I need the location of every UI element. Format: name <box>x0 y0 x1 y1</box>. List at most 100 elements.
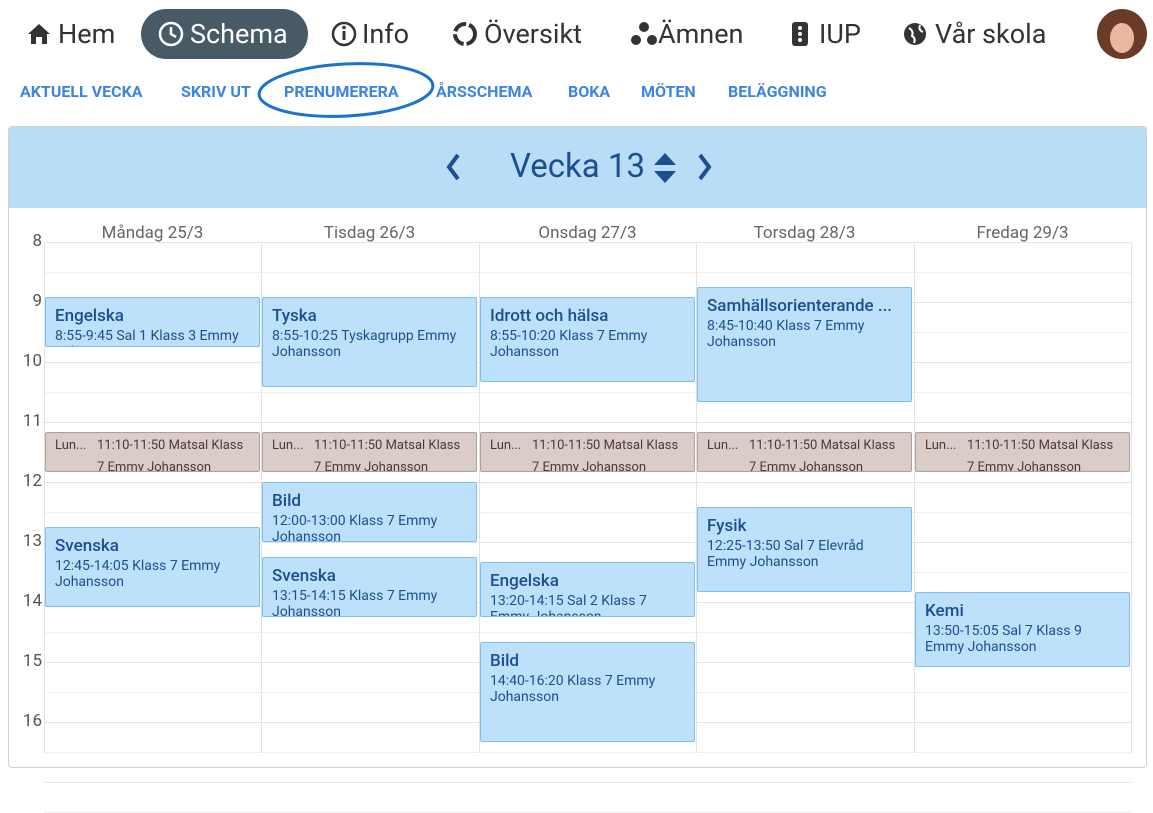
subnav-item[interactable]: AKTUELL VECKA <box>20 82 143 101</box>
subnav-item[interactable]: BOKA <box>568 82 611 101</box>
event-title: Tyska <box>272 306 317 326</box>
event-details: 11:10-11:50 Matsal Klass 7 Emmy Johansso… <box>314 435 467 471</box>
event-details: 8:45-10:40 Klass 7 Emmy Johansson <box>707 318 902 350</box>
week-controls <box>446 153 712 183</box>
column-line <box>44 243 45 753</box>
icons <box>28 9 1147 118</box>
hour-line <box>44 782 1131 783</box>
event-info: Sal 7 Klass 9 Emmy Johansson <box>925 623 1082 655</box>
hour-label: 16 <box>22 711 42 731</box>
event[interactable]: Engelska 8:55-9:45 Sal 1 Klass 3 Emmy Joh… <box>45 297 260 347</box>
column-line <box>696 243 697 753</box>
event-time: 12:00-13:00 <box>272 513 346 529</box>
event-time: 14:40-16:20 <box>490 673 564 689</box>
column-line <box>914 243 915 753</box>
event-title: Lun... <box>707 438 739 453</box>
event[interactable]: Engelska 13:20-14:15 Sal 2 Klass 7 Emmy J… <box>480 562 695 617</box>
subnav-item[interactable]: MÖTEN <box>641 82 696 101</box>
subnav-item[interactable]: BELÄGGNING <box>728 82 827 101</box>
nav-item[interactable]: IUP <box>819 18 861 50</box>
event[interactable]: Idrott och hälsa 8:55-10:20 Klass 7 Emmy … <box>480 297 695 382</box>
event-info: Klass 7 Emmy Johansson <box>55 558 221 590</box>
lunch-event[interactable]: Lun... 11:10-11:50 Matsal Klass 7 Emmy Jo… <box>697 432 912 472</box>
nav-item[interactable]: Vår skola <box>935 18 1047 50</box>
half-hour-line <box>44 752 1131 753</box>
event[interactable]: Svenska 13:15-14:15 Klass 7 Emmy Johansso… <box>262 557 477 617</box>
event[interactable]: Tyska 8:55-10:25 Tyskagrupp Emmy Johansso… <box>262 297 477 387</box>
column-line <box>1131 243 1132 753</box>
event-details: 13:50-15:05 Sal 7 Klass 9 Emmy Johansson <box>925 623 1120 655</box>
nav-item[interactable]: Hem <box>58 18 116 50</box>
event[interactable]: Bild 14:40-16:20 Klass 7 Emmy Johansson <box>480 642 695 742</box>
next-week[interactable] <box>698 153 712 181</box>
event-title: Engelska <box>490 571 559 591</box>
event-title: Bild <box>272 491 301 511</box>
hour-label: 9 <box>32 291 42 311</box>
event-info: Klass 7 Emmy Johansson <box>707 318 865 350</box>
event-details: 8:55-10:25 Tyskagrupp Emmy Johansson <box>272 328 467 360</box>
event-time: 11:10-11:50 <box>749 438 818 453</box>
hour-line <box>44 482 1131 483</box>
event[interactable]: Samhällsorienterande ... 8:45-10:40 Klass… <box>697 287 912 402</box>
event-title: Idrott och hälsa <box>490 306 609 326</box>
hour-line <box>44 422 1131 423</box>
event-time: 8:55-10:20 <box>490 328 556 344</box>
event-time: 12:45-14:05 <box>55 558 129 574</box>
event-time: 13:20-14:15 <box>490 593 564 609</box>
event-title: Samhällsorienterande ... <box>707 296 893 316</box>
nav-item[interactable]: Info <box>362 18 410 50</box>
event-details: 11:10-11:50 Matsal Klass 7 Emmy Johansso… <box>97 435 250 472</box>
lunch-event[interactable]: Lun... 11:10-11:50 Matsal Klass 7 Emmy Jo… <box>262 432 477 472</box>
event-title: Svenska <box>272 566 336 586</box>
event-time: 13:15-14:15 <box>272 588 346 604</box>
subnav-item[interactable]: SKRIV UT <box>181 82 251 101</box>
event-details: 13:20-14:15 Sal 2 Klass 7 Emmy Johansson <box>490 593 685 617</box>
event[interactable]: Svenska 12:45-14:05 Klass 7 Emmy Johansso… <box>45 527 260 607</box>
event-details: 11:10-11:50 Matsal Klass 7 Emmy Johansso… <box>532 435 685 471</box>
event-title: Kemi <box>925 601 964 621</box>
event-details: 11:10-11:50 Matsal Klass 7 Emmy Johansso… <box>749 435 902 472</box>
event-time: 8:45-10:40 <box>707 318 773 334</box>
lunch-event[interactable]: Lun... 11:10-11:50 Matsal Klass 7 Emmy Jo… <box>45 432 260 472</box>
event-info: Sal 1 Klass 3 Emmy Johansson <box>55 328 239 346</box>
subnav-item[interactable]: PRENUMERERA <box>284 82 399 101</box>
event-info: Matsal Klass 7 Emmy Johansson <box>749 438 896 472</box>
event[interactable]: Fysik 12:25-13:50 Sal 7 Elevråd Emmy Joha… <box>697 507 912 592</box>
nav-item[interactable]: Ämnen <box>658 18 744 50</box>
hour-label: 8 <box>32 231 42 251</box>
lunch-event[interactable]: Lun... 11:10-11:50 Matsal Klass 7 Emmy Jo… <box>480 432 695 472</box>
event[interactable]: Kemi 13:50-15:05 Sal 7 Klass 9 Emmy Johan… <box>915 592 1130 667</box>
event-info: Tyskagrupp Emmy Johansson <box>272 328 457 360</box>
event-info: Matsal Klass 7 Emmy Johansson <box>97 438 244 472</box>
week-header <box>9 127 1146 208</box>
week-title: Vecka 13 <box>509 147 646 186</box>
nav-item[interactable]: Översikt <box>484 18 582 50</box>
event-time: 11:10-11:50 <box>532 438 601 453</box>
active-tab[interactable] <box>141 9 308 59</box>
event[interactable]: Bild 12:00-13:00 Klass 7 Emmy Johansson <box>262 482 477 542</box>
event-info: Klass 7 Emmy Johansson <box>490 328 648 360</box>
lunch-event[interactable]: Lun... 11:10-11:50 Matsal Klass 7 Emmy Jo… <box>915 432 1130 472</box>
event-info: Klass 7 Emmy Johansson <box>272 588 438 617</box>
event-time: 11:10-11:50 <box>97 438 166 453</box>
prev-week[interactable] <box>446 153 460 181</box>
event-details: 8:55-9:45 Sal 1 Klass 3 Emmy Johansson <box>55 328 250 346</box>
event-details: 8:55-10:20 Klass 7 Emmy Johansson <box>490 328 685 360</box>
event-title: Engelska <box>55 306 124 326</box>
event-time: 8:55-9:45 <box>55 328 113 344</box>
column-line <box>261 243 262 753</box>
event-details: 12:25-13:50 Sal 7 Elevråd Emmy Johansson <box>707 538 902 570</box>
event-details: 12:00-13:00 Klass 7 Emmy Johansson <box>272 513 467 541</box>
hour-label: 13 <box>22 531 42 551</box>
day-header: Tisdag 26/3 <box>323 223 416 243</box>
event-title: Lun... <box>490 438 522 453</box>
event-details: 11:10-11:50 Matsal Klass 7 Emmy Johansso… <box>967 435 1120 471</box>
event-info: Klass 7 Emmy Johansson <box>490 673 656 705</box>
event-title: Svenska <box>55 536 119 556</box>
week-picker[interactable] <box>654 153 676 183</box>
event-info: Sal 2 Klass 7 Emmy Johansson <box>490 593 647 617</box>
column-line <box>479 243 480 753</box>
nav-item[interactable]: Schema <box>190 18 288 50</box>
subnav-item[interactable]: ÅRSSCHEMA <box>436 82 533 101</box>
event-time: 12:25-13:50 <box>707 538 781 554</box>
